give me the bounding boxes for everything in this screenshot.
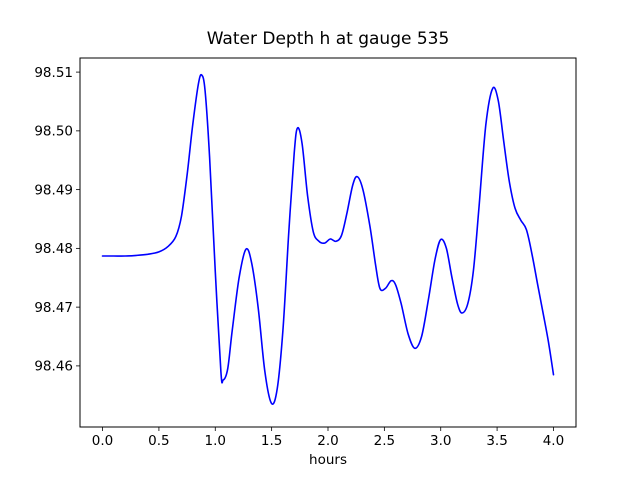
y-tick-label: 98.50 — [34, 124, 73, 140]
x-axis-label: hours — [309, 452, 347, 468]
x-tick-label: 1.0 — [205, 433, 226, 449]
x-tick-label: 2.5 — [374, 433, 395, 449]
x-tick-label: 1.5 — [261, 433, 282, 449]
water-depth-line — [101, 73, 555, 405]
chart-title: Water Depth h at gauge 535 — [206, 29, 450, 49]
y-tick-label: 98.49 — [34, 182, 73, 198]
x-tick-label: 2.0 — [317, 433, 338, 449]
x-tick-label: 0.0 — [92, 433, 113, 449]
x-tick-label: 3.5 — [486, 433, 507, 449]
x-tick-label: 3.0 — [430, 433, 451, 449]
y-tick-label: 98.51 — [34, 65, 73, 81]
y-tick-label: 98.46 — [34, 359, 73, 375]
x-tick-label: 0.5 — [148, 433, 169, 449]
y-tick-label: 98.48 — [34, 241, 73, 257]
x-tick-label: 4.0 — [543, 433, 564, 449]
axes-spines — [79, 57, 577, 428]
y-tick-label: 98.47 — [34, 300, 73, 316]
